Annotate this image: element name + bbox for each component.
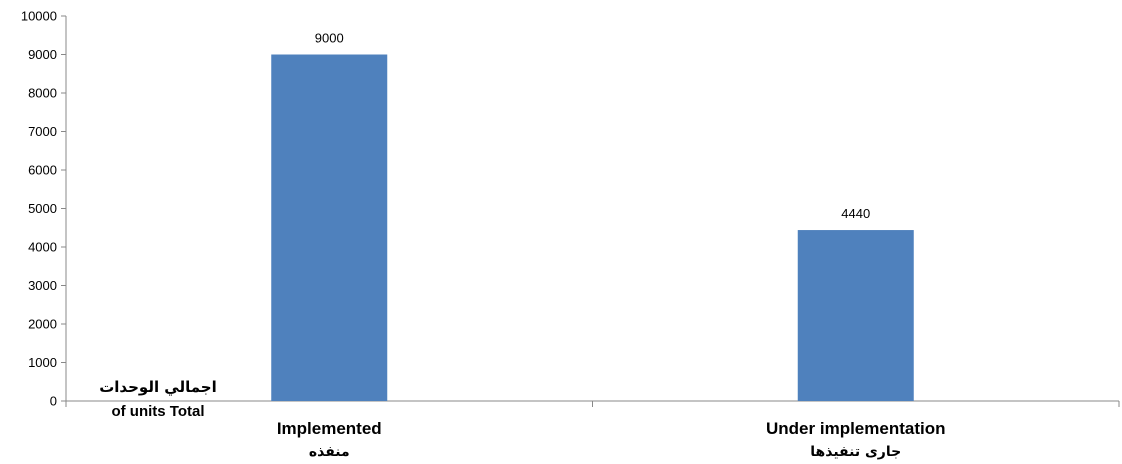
y-tick-label: 6000 [28, 163, 57, 178]
category-label-arabic: منفذه [309, 444, 350, 460]
data-label: 9000 [315, 31, 344, 46]
y-tick-label: 4000 [28, 240, 57, 255]
bar [797, 230, 914, 401]
y-tick-label: 3000 [28, 278, 57, 293]
y-axis-label: of units Total [111, 403, 204, 420]
y-axis-ticks: 0 1000 2000 3000 4000 5000 6000 7000 8000 9000 100… [21, 9, 66, 409]
y-tick-label: 5000 [28, 201, 57, 216]
category-label: Implemented [277, 419, 382, 438]
category-label-arabic: جارى تنفيذها [810, 444, 901, 460]
y-axis-label-arabic: اجمالي الوحدات [99, 378, 217, 396]
y-tick-label: 10000 [21, 9, 57, 24]
y-tick-label: 2000 [28, 317, 57, 332]
bar [271, 54, 388, 401]
y-tick-label: 7000 [28, 124, 57, 139]
category-label: Under implementation [766, 419, 945, 438]
y-tick-label: 8000 [28, 86, 57, 101]
data-label: 4440 [841, 206, 870, 221]
chart-axes [65, 16, 1119, 402]
data-labels: 9000 4440 [315, 31, 870, 222]
y-tick-label: 9000 [28, 47, 57, 62]
y-tick-label: 1000 [28, 355, 57, 370]
bars [271, 54, 914, 401]
y-tick-label: 0 [50, 394, 57, 409]
x-axis-ticks [65, 401, 1120, 407]
category-labels: Implemented منفذه Under implementation جارى… [277, 419, 946, 460]
